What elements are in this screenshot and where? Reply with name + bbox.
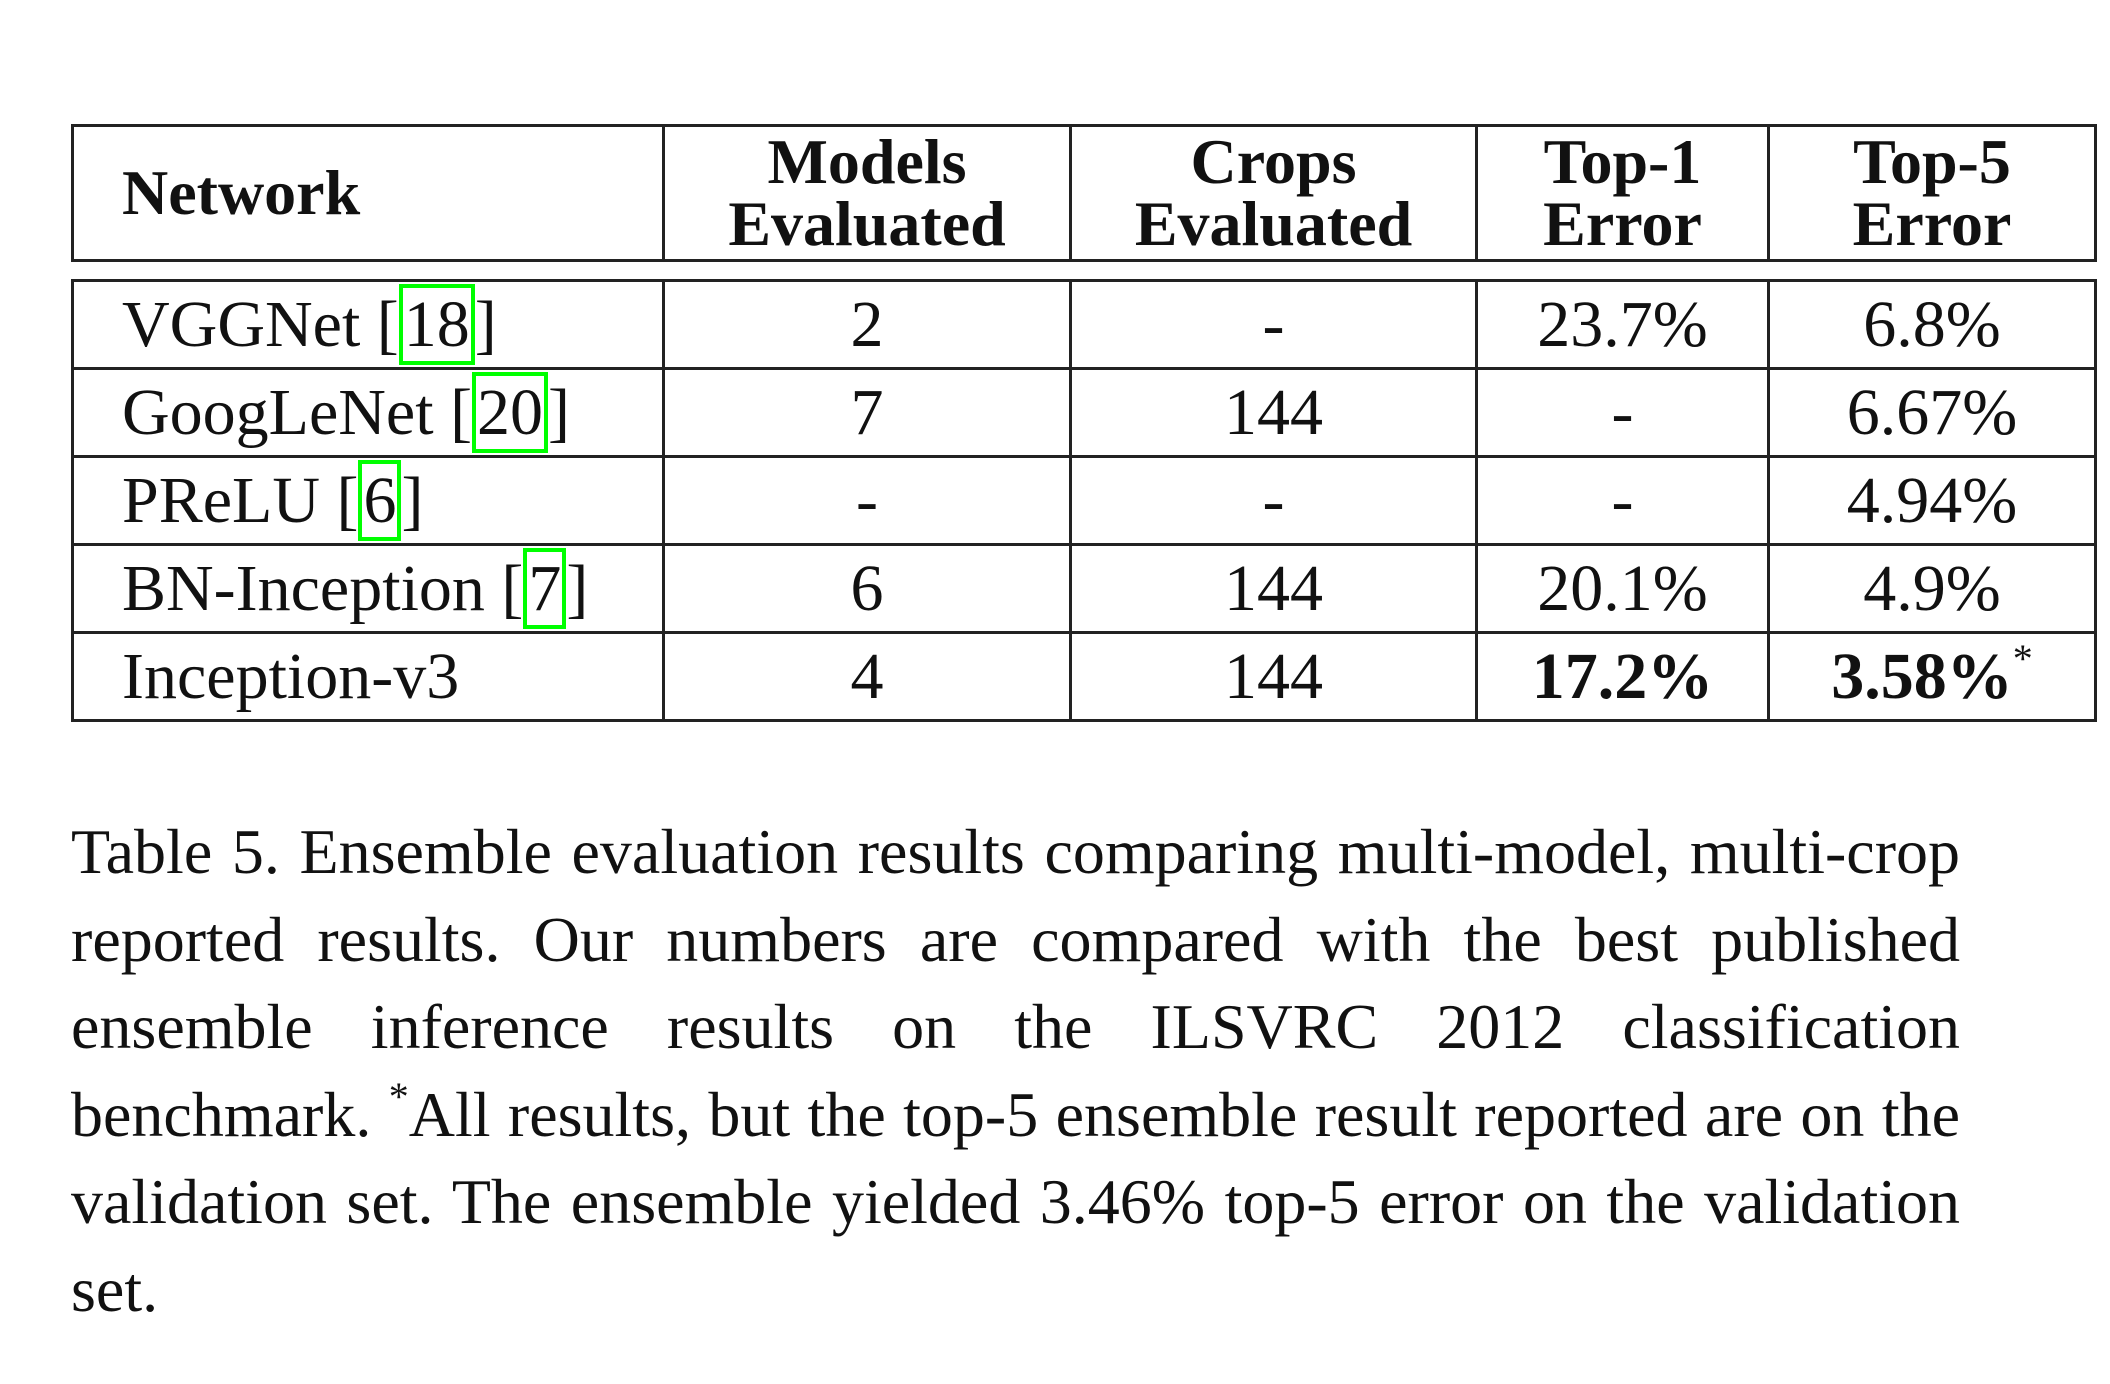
header-cell: Network [71, 124, 665, 262]
network-name: PReLU [ [122, 464, 359, 537]
citation: 6 [358, 460, 402, 541]
top1-cell: - [1475, 367, 1770, 458]
header-text: Crops [1190, 126, 1357, 197]
models-cell: 6 [662, 543, 1072, 634]
network-name: GoogLeNet [ [122, 376, 473, 449]
top5: 4.94% [1846, 464, 2018, 537]
table-body: VGGNet [18] 2-23.7% 6.8% GoogLeNet [20] 7 144… [71, 279, 2097, 722]
citation: 20 [472, 372, 549, 453]
caption-text: Table 5. Ensemble evaluation results com… [71, 816, 1960, 1150]
models: 4 [850, 640, 884, 713]
models-cell: - [662, 455, 1072, 546]
crops: 144 [1224, 376, 1323, 449]
top5: 6.67% [1846, 376, 2018, 449]
models: 6 [850, 552, 884, 625]
header-cell: Top-5 Error [1767, 124, 2097, 262]
network-cell: VGGNet [18] [71, 279, 665, 370]
header-text: Top-5 [1853, 126, 2011, 197]
crops: 144 [1224, 640, 1323, 713]
top1: - [1611, 464, 1634, 537]
top5: 6.8% [1863, 288, 2001, 361]
top5: 3.58% [1831, 640, 2013, 713]
top1-cell: 17.2% [1475, 631, 1770, 722]
top5-cell: 6.8% [1767, 279, 2097, 370]
header-text: Error [1543, 188, 1702, 259]
top1: 23.7% [1537, 288, 1708, 361]
models-cell: 2 [662, 279, 1072, 370]
top1-cell: - [1475, 455, 1770, 546]
header-text: Evaluated [728, 188, 1006, 259]
header-text: Error [1852, 188, 2012, 259]
header-cell: Crops Evaluated [1069, 124, 1478, 262]
citation: 18 [398, 284, 475, 365]
network-cell: PReLU [6] [71, 455, 665, 546]
top1: 17.2% [1531, 640, 1714, 713]
top5-cell: 4.94% [1767, 455, 2097, 546]
header-text: Models [767, 126, 967, 197]
header-text: Network [122, 157, 361, 228]
table-row: PReLU [6] - - - 4.94% [71, 455, 2097, 546]
models: - [856, 464, 878, 537]
network-name: ] [401, 464, 424, 537]
header-text: Evaluated [1134, 188, 1413, 259]
crops-cell: - [1069, 455, 1478, 546]
top5-cell: 6.67% [1767, 367, 2097, 458]
top5-cell: 4.9% [1767, 543, 2097, 634]
header-row: Network Models Evaluated Crops Evaluated Top-… [71, 124, 2097, 262]
network-name: ] [474, 288, 497, 361]
crops-cell: 144 [1069, 367, 1478, 458]
network-name: VGGNet [ [122, 288, 399, 361]
crops-cell: 144 [1069, 543, 1478, 634]
crops: - [1262, 464, 1285, 537]
network-name: ] [548, 376, 571, 449]
crops: - [1262, 288, 1285, 361]
models-cell: 7 [662, 367, 1072, 458]
network-name: Inception-v3 [122, 640, 460, 713]
footnote-mark: * [388, 1073, 409, 1119]
header-cell: Top-1 Error [1475, 124, 1770, 262]
caption-text: All results, but the top-5 ensemble resu… [71, 1078, 1961, 1325]
citation: 7 [523, 548, 567, 629]
models: 7 [850, 376, 884, 449]
network-name: BN-Inception [ [122, 552, 524, 625]
crops-cell: 144 [1069, 631, 1478, 722]
header-cell: Models Evaluated [662, 124, 1072, 262]
top5-cell: 3.58%* [1767, 631, 2097, 722]
network-cell: Inception-v3 [71, 631, 665, 722]
network-name: ] [566, 552, 589, 625]
table-row: Inception-v3 4 144 17.2% 3.58%* [71, 631, 2097, 722]
top1-cell: 23.7% [1475, 279, 1770, 370]
crops: 144 [1224, 552, 1323, 625]
caption: Table 5. Ensemble evaluation results com… [71, 808, 1960, 1333]
header-text: Top-1 [1543, 126, 1702, 197]
models-cell: 4 [662, 631, 1072, 722]
crops-cell: - [1069, 279, 1478, 370]
footnote-mark: * [2012, 636, 2033, 681]
top1: - [1611, 376, 1634, 449]
table-row: GoogLeNet [20] 7 144 - 6.67% [71, 367, 2097, 458]
top1-cell: 20.1% [1475, 543, 1770, 634]
models: 2 [850, 288, 884, 361]
top5: 4.9% [1863, 552, 2001, 625]
top1: 20.1% [1537, 552, 1708, 625]
network-cell: GoogLeNet [20] [71, 367, 665, 458]
table-row: VGGNet [18] 2 - 23.7% 6.8% [71, 279, 2097, 370]
network-cell: BN-Inception [7] [71, 543, 665, 634]
table-header: Network Models Evaluated Crops Evaluated Top-… [71, 124, 2097, 262]
table-row: BN-Inception [7] 6 144 20.1% 4.9% [71, 543, 2097, 634]
